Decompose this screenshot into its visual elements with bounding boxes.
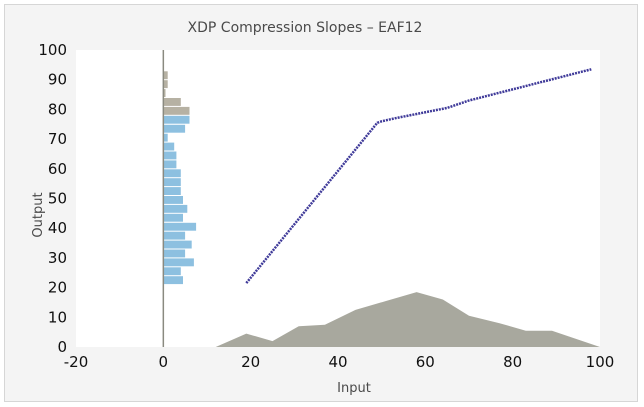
- output-distribution-bar: [163, 98, 181, 106]
- x-tick-labels: -20 0 20 40 60 80 100: [64, 353, 615, 371]
- output-distribution-bar: [163, 106, 190, 115]
- output-distribution-bar: [163, 115, 190, 124]
- y-tick-label: 90: [48, 71, 67, 89]
- output-distribution-bar: [163, 187, 181, 195]
- y-tick-label: 40: [48, 219, 67, 237]
- x-tick-label: 40: [328, 353, 347, 371]
- y-tick-label: 60: [48, 160, 67, 178]
- output-distribution-bar: [163, 204, 188, 213]
- input-distribution-layer: [215, 292, 600, 347]
- compression-curve: [245, 68, 592, 284]
- compression-chart: XDP Compression Slopes – EAF12 Input Out…: [31, 20, 615, 396]
- output-distribution-bar: [163, 213, 183, 222]
- output-distribution-bar: [163, 196, 183, 204]
- y-tick-label: 10: [48, 308, 67, 326]
- chart-title: XDP Compression Slopes – EAF12: [188, 20, 423, 36]
- x-tick-label: 80: [503, 353, 522, 371]
- chart-frame: XDP Compression Slopes – EAF12 Input Out…: [4, 4, 638, 402]
- output-distribution-bar: [163, 169, 181, 178]
- x-tick-label: 0: [159, 353, 169, 371]
- y-tick-labels: 0 10 20 30 40 50 60 70 80 90 100: [38, 41, 67, 356]
- output-distribution-bars: [163, 71, 197, 285]
- output-distribution-bar: [163, 160, 177, 169]
- output-distribution-bar: [163, 258, 194, 267]
- y-tick-label: 80: [48, 100, 67, 118]
- y-tick-label: 20: [48, 279, 67, 297]
- output-distribution-bar: [163, 133, 168, 142]
- y-tick-label: 50: [48, 190, 67, 208]
- x-axis-title: Input: [337, 381, 371, 396]
- output-distribution-bar: [163, 80, 168, 89]
- x-tick-label: 20: [241, 353, 260, 371]
- y-tick-label: 70: [48, 130, 67, 148]
- input-distribution-area: [215, 292, 600, 347]
- output-distribution-bar: [163, 240, 192, 249]
- output-distribution-bar: [163, 276, 183, 285]
- x-tick-label: 100: [586, 353, 615, 371]
- output-distribution-bar: [163, 222, 197, 231]
- output-distribution-bar: [163, 142, 175, 151]
- output-distribution-bar: [163, 267, 181, 276]
- output-distribution-bar: [163, 249, 186, 258]
- y-tick-label: 0: [57, 338, 67, 356]
- plot-area: [76, 50, 600, 347]
- output-distribution-bar: [163, 178, 181, 187]
- output-distribution-bar: [163, 124, 186, 133]
- x-tick-label: -20: [64, 353, 89, 371]
- output-distribution-bar: [163, 151, 177, 160]
- output-distribution-bar: [163, 89, 166, 97]
- y-tick-label: 100: [38, 41, 67, 59]
- compression-curve-layer: [245, 68, 592, 284]
- y-tick-label: 30: [48, 249, 67, 267]
- y-axis-title: Output: [31, 192, 46, 237]
- x-tick-label: 60: [416, 353, 435, 371]
- output-distribution-bar: [163, 71, 168, 80]
- output-distribution-bar: [163, 231, 186, 240]
- plot-background: [76, 50, 600, 347]
